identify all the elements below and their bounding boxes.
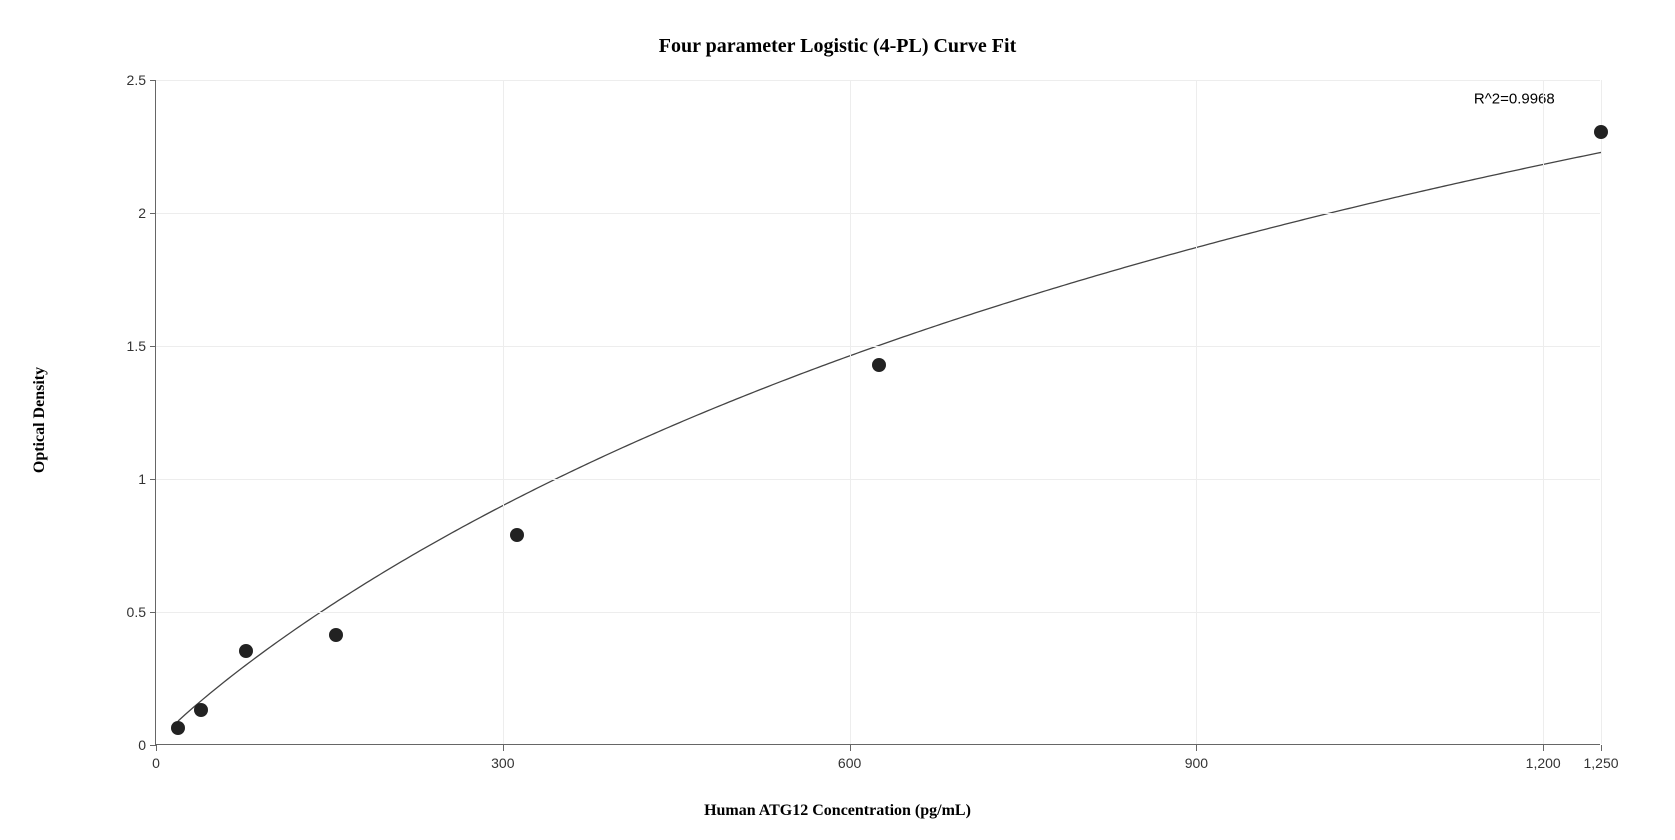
y-tick-label: 0.5 [106,604,146,620]
x-axis-label: Human ATG12 Concentration (pg/mL) [0,802,1675,820]
gridline-horizontal [156,80,1600,81]
x-tick-label: 1,200 [1526,755,1561,771]
x-tick-label: 1,250 [1583,755,1618,771]
plot-area: R^2=0.9968 03006009001,2001,25000.511.52… [155,80,1600,745]
y-tick-mark [150,479,156,480]
chart-title: Four parameter Logistic (4-PL) Curve Fit [0,35,1675,58]
gridline-vertical [850,80,851,744]
gridline-horizontal [156,479,1600,480]
data-point [329,628,343,642]
gridline-vertical [503,80,504,744]
data-point [171,721,185,735]
x-tick-mark [1196,745,1197,751]
x-tick-mark [156,745,157,751]
data-point [239,644,253,658]
y-tick-mark [150,213,156,214]
data-point [872,358,886,372]
y-tick-label: 1 [106,471,146,487]
x-tick-mark [1543,745,1544,751]
y-axis-label: Optical Density [31,367,49,473]
gridline-horizontal [156,612,1600,613]
gridline-horizontal [156,213,1600,214]
y-tick-label: 0 [106,737,146,753]
gridline-horizontal [156,346,1600,347]
gridline-vertical [1196,80,1197,744]
fit-curve-path [178,152,1601,721]
y-tick-label: 2 [106,205,146,221]
data-point [194,703,208,717]
x-tick-mark [503,745,504,751]
chart-container: Four parameter Logistic (4-PL) Curve Fit… [0,0,1675,840]
data-point [510,528,524,542]
fit-curve [156,80,1601,745]
data-point [1594,125,1608,139]
y-tick-mark [150,346,156,347]
y-tick-label: 2.5 [106,72,146,88]
x-tick-label: 600 [838,755,861,771]
y-tick-label: 1.5 [106,338,146,354]
x-tick-label: 300 [491,755,514,771]
x-tick-label: 0 [152,755,160,771]
y-tick-mark [150,745,156,746]
x-tick-mark [850,745,851,751]
x-tick-label: 900 [1185,755,1208,771]
y-tick-mark [150,80,156,81]
gridline-vertical [1543,80,1544,744]
x-tick-mark [1601,745,1602,751]
y-tick-mark [150,612,156,613]
gridline-vertical [1601,80,1602,744]
